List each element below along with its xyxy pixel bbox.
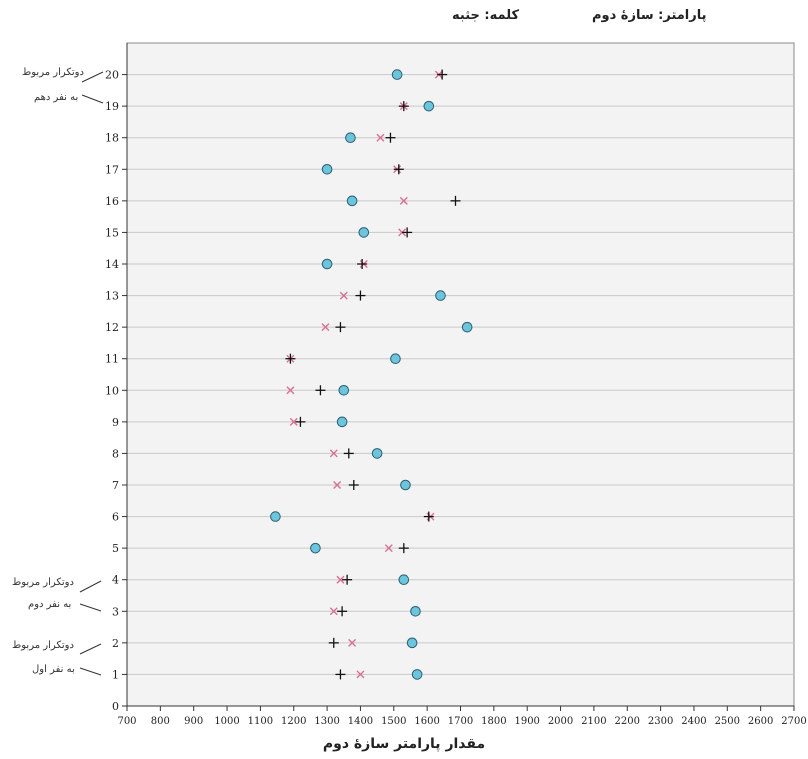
y-tick-label-20: 20	[105, 69, 119, 82]
annotation-person10-line1: دوتکرار مربوط	[22, 67, 84, 78]
cross-marker-15-b	[398, 228, 407, 237]
annotation-person2-line1: دوتکرار مربوط	[12, 577, 74, 588]
cross-marker-4-b	[336, 575, 345, 584]
circle-marker-15	[358, 227, 370, 238]
circle-marker-5	[310, 542, 321, 554]
x-axis-label: مقدار پارامتر سازهٔ دوم	[322, 736, 486, 752]
circle-marker-4	[398, 574, 410, 586]
x-tick-label-2600: 2600	[748, 716, 773, 727]
x-tick-label-800: 800	[151, 716, 170, 727]
y-tick-label-10: 10	[105, 384, 119, 397]
y-tick-label-16: 16	[105, 195, 119, 208]
annotation-person1-line2: به نفر اول	[32, 664, 75, 675]
x-tick-label-1600: 1600	[414, 716, 439, 727]
x-tick-label-2300: 2300	[648, 716, 673, 727]
x-tick-label-2700: 2700	[781, 716, 806, 727]
y-tick-label-0: 0	[112, 700, 119, 713]
y-tick-label-6: 6	[112, 511, 119, 524]
cross-marker-9-b	[289, 417, 298, 426]
annotation-pointer-5	[79, 667, 102, 676]
y-tick-label-19: 19	[105, 100, 119, 113]
x-tick-label-1700: 1700	[448, 716, 473, 727]
x-tick-label-1800: 1800	[481, 716, 506, 727]
circle-marker-20	[391, 69, 403, 80]
cross-marker-10-b	[286, 386, 295, 395]
y-tick-label-15: 15	[105, 226, 119, 239]
x-tick-label-1500: 1500	[381, 716, 406, 727]
y-tick-label-12: 12	[105, 321, 119, 334]
cross-marker-3-b	[329, 607, 338, 616]
y-tick-label-9: 9	[112, 416, 119, 429]
cross-marker-12-b	[321, 323, 330, 332]
x-tick-label-2100: 2100	[581, 716, 606, 727]
y-tick-label-3: 3	[112, 605, 119, 618]
x-tick-label-700: 700	[117, 716, 136, 727]
annotation-pointer-2	[79, 580, 102, 593]
circle-marker-13	[435, 290, 446, 301]
annotation-person1-line1: دوتکرار مربوط	[12, 640, 74, 651]
y-tick-label-8: 8	[112, 447, 119, 460]
circle-marker-1	[411, 669, 423, 680]
x-tick-label-1400: 1400	[348, 716, 373, 727]
circle-marker-11	[390, 353, 401, 365]
x-tick-label-1200: 1200	[281, 716, 306, 727]
circle-marker-17	[321, 163, 333, 175]
annotation-pointer-3	[79, 603, 102, 612]
circle-marker-10	[338, 384, 350, 396]
cross-marker-18-b	[376, 133, 385, 142]
circle-marker-16	[346, 195, 358, 207]
annotation-pointer-0	[81, 71, 104, 83]
circle-marker-8	[371, 448, 383, 459]
annotation-person2-line2: به نفر دوم	[28, 599, 72, 610]
y-tick-label-14: 14	[105, 258, 119, 271]
cross-marker-8-b	[329, 449, 338, 458]
circle-marker-7	[400, 479, 411, 491]
annotation-person10-line2: به نفر دهم	[34, 92, 79, 103]
cross-marker-7-b	[333, 481, 342, 489]
word-title: کلمه: جثبه	[452, 8, 520, 23]
annotation-pointer-1	[81, 94, 104, 104]
plot-area	[126, 42, 795, 707]
circle-marker-14	[321, 258, 333, 270]
circle-marker-9	[336, 416, 348, 428]
circle-marker-18	[345, 132, 356, 144]
y-tick-label-17: 17	[105, 163, 119, 176]
cross-marker-5-b	[384, 544, 393, 553]
x-tick-label-1900: 1900	[514, 716, 539, 727]
circle-marker-12	[461, 321, 473, 333]
circle-marker-6	[270, 511, 281, 522]
x-tick-label-1100: 1100	[248, 716, 273, 727]
annotation-pointer-4	[79, 643, 102, 655]
cross-marker-1-b	[356, 670, 365, 679]
circle-marker-19	[423, 100, 435, 112]
x-tick-label-1000: 1000	[214, 716, 239, 727]
y-tick-label-13: 13	[105, 290, 119, 303]
cross-marker-13-b	[339, 291, 348, 300]
x-tick-label-900: 900	[184, 716, 203, 727]
x-tick-label-2000: 2000	[548, 716, 573, 727]
cross-marker-16-b	[399, 196, 408, 205]
y-tick-label-11: 11	[105, 353, 119, 366]
y-tick-label-1: 1	[112, 668, 119, 681]
y-tick-label-2: 2	[112, 637, 119, 650]
x-tick-label-2500: 2500	[715, 716, 740, 727]
circle-marker-3	[410, 605, 421, 617]
x-tick-label-2400: 2400	[681, 716, 706, 727]
x-tick-label-1300: 1300	[314, 716, 339, 727]
cross-marker-2-b	[348, 638, 357, 647]
x-tick-label-2200: 2200	[615, 716, 640, 727]
y-tick-label-18: 18	[105, 132, 119, 145]
y-tick-label-5: 5	[112, 542, 119, 555]
y-tick-label-4: 4	[112, 574, 119, 587]
y-tick-label-7: 7	[112, 479, 119, 492]
circle-marker-2	[406, 637, 418, 649]
parameter-title: پارامتر: سازهٔ دوم	[592, 8, 707, 23]
